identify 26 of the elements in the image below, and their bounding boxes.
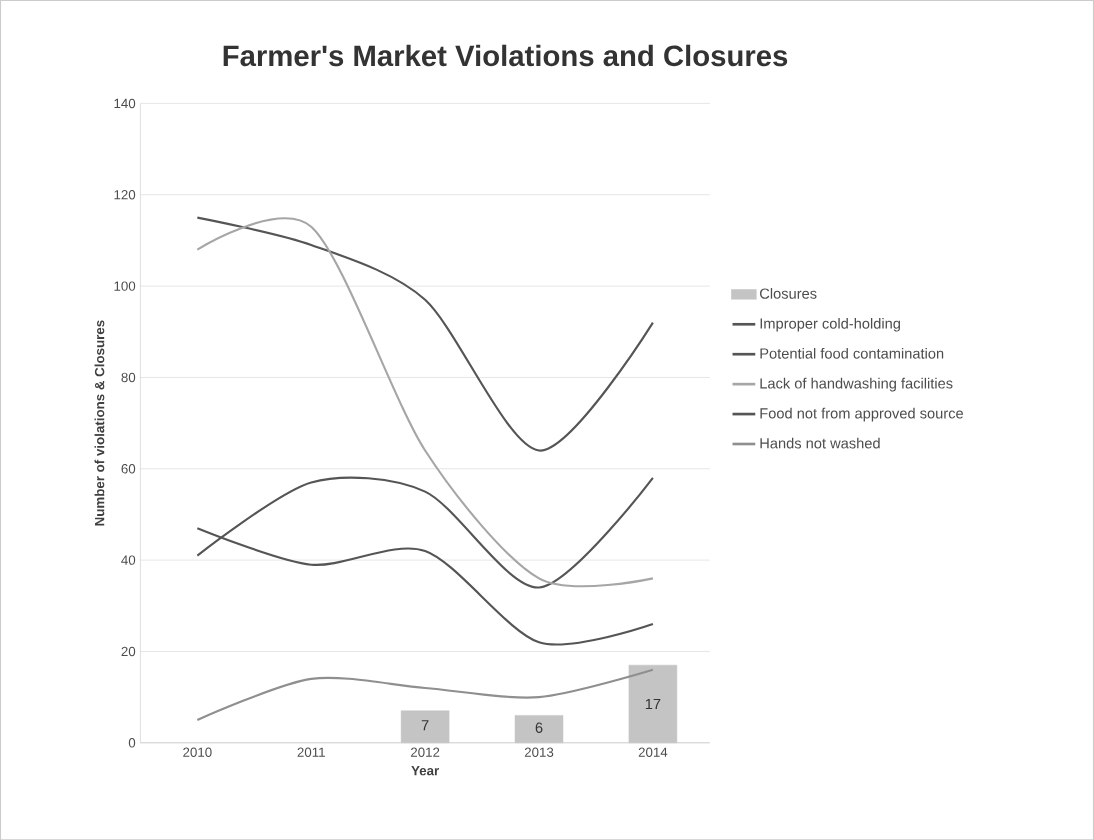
legend-label: Potential food contamination (760, 347, 944, 359)
y-tick-label: 40 (121, 555, 136, 565)
chart-title: Farmer's Market Violations and Closures (223, 44, 788, 67)
x-tick-label: 2012 (410, 747, 440, 757)
y-tick-label: 60 (121, 463, 136, 474)
line-series (196, 216, 654, 452)
legend-label: Hands not washed (760, 437, 880, 449)
x-tick-label: 2014 (638, 747, 668, 757)
data-label: 7 (421, 720, 429, 731)
y-tick-label: 0 (128, 737, 136, 748)
y-tick-label: 140 (114, 98, 136, 109)
legend-label: Closures (760, 287, 817, 299)
x-tick-label: 2013 (524, 747, 554, 757)
x-tick-label: 2011 (297, 747, 325, 757)
x-axis-title: Year (411, 765, 440, 776)
legend-label: Improper cold-holding (760, 317, 900, 332)
legend-label: Food not from approved source (760, 407, 964, 422)
legend-label: Lack of handwashing facilities (760, 377, 953, 392)
y-tick-label: 20 (121, 646, 136, 657)
y-tick-label: 100 (114, 281, 136, 291)
y-axis-title: Number of violations & Closures (94, 320, 105, 526)
data-label: 6 (535, 722, 543, 733)
y-tick-label: 80 (121, 372, 136, 383)
data-label: 17 (645, 698, 661, 709)
y-tick-label: 120 (114, 189, 136, 200)
x-tick-label: 2010 (183, 747, 212, 757)
